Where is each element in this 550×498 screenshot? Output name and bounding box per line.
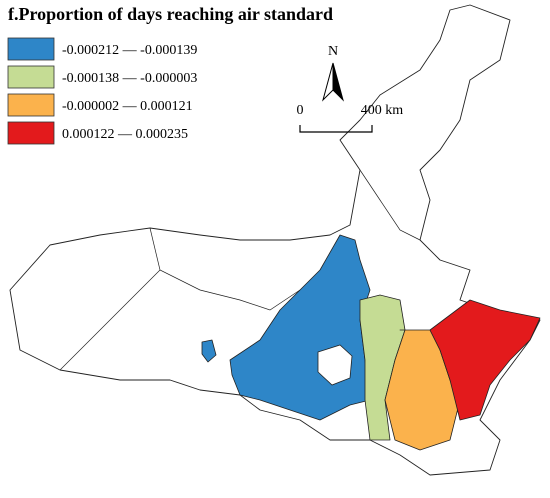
scale-bar <box>299 125 373 133</box>
legend-swatch <box>7 37 55 61</box>
region-class-4 <box>429 299 541 421</box>
legend-swatch <box>7 65 55 89</box>
legend: -0.000212 — -0.000139 -0.000138 — -0.0000… <box>7 37 197 145</box>
legend-label: 0.000122 — 0.000235 <box>62 127 188 142</box>
legend-label: -0.000138 — -0.000003 <box>62 71 197 86</box>
legend-label: -0.000212 — -0.000139 <box>62 43 197 58</box>
map-title: f.Proportion of days reaching air standa… <box>8 4 333 24</box>
region-class-2 <box>359 294 406 441</box>
scale-label: 0 <box>297 103 304 118</box>
north-arrow <box>332 62 344 102</box>
legend-label: -0.000002 — 0.000121 <box>62 99 193 114</box>
province-border <box>149 227 301 311</box>
province-border <box>359 169 421 241</box>
region-class-1 <box>201 339 217 363</box>
province-border <box>59 269 161 371</box>
north-label: N <box>328 44 338 59</box>
legend-swatch <box>7 93 55 117</box>
north-arrow <box>322 62 334 102</box>
non-study-enclave <box>317 344 353 386</box>
legend-swatch <box>7 121 55 145</box>
scale-label: 400 km <box>361 103 404 118</box>
